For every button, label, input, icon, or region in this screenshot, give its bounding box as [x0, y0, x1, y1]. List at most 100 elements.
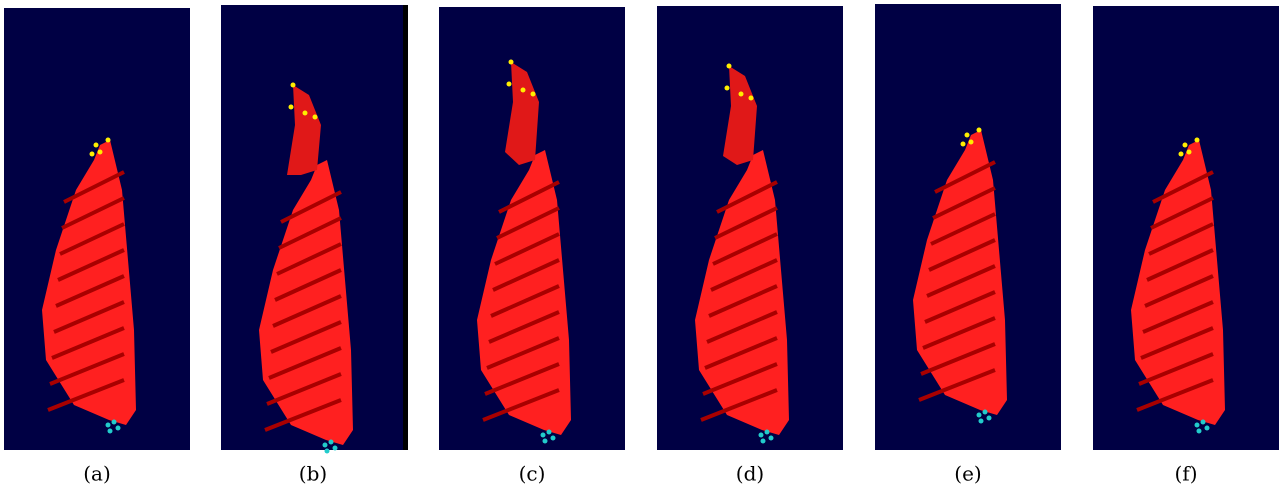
object-step	[934, 160, 996, 194]
object-step	[482, 388, 560, 422]
marker-cyan	[1204, 425, 1210, 431]
marker-cyan	[105, 422, 111, 428]
object-step	[932, 186, 996, 220]
object-step	[61, 196, 125, 230]
marker-yellow	[93, 142, 99, 148]
object-step	[57, 248, 125, 282]
object-step	[1148, 222, 1214, 256]
object-step	[1142, 300, 1214, 334]
marker-cyan	[768, 435, 774, 441]
marker-cyan	[982, 409, 988, 415]
marker-yellow	[1186, 149, 1192, 155]
caption: (b)	[299, 462, 327, 486]
object-step	[1138, 352, 1214, 386]
marker-cyan	[324, 448, 330, 454]
object-step	[708, 284, 778, 318]
marker-cyan	[115, 425, 121, 431]
object-step	[276, 242, 342, 276]
object-step	[59, 222, 125, 256]
object-step	[264, 398, 342, 432]
marker-cyan	[986, 415, 992, 421]
caption: (f)	[1174, 462, 1197, 486]
object-step	[1140, 326, 1214, 360]
marker-cyan	[107, 428, 113, 434]
marker-cyan	[550, 435, 556, 441]
marker-yellow	[97, 149, 103, 155]
marker-yellow	[726, 63, 732, 69]
object-step	[278, 216, 342, 250]
object-step	[918, 368, 996, 402]
marker-yellow	[964, 132, 970, 138]
object-step	[706, 310, 778, 344]
object-step	[928, 238, 996, 272]
object-step	[1146, 248, 1214, 282]
marker-cyan	[758, 432, 764, 438]
marker-cyan	[328, 439, 334, 445]
marker-yellow	[520, 87, 526, 93]
marker-yellow	[105, 137, 111, 143]
object-step	[496, 206, 560, 240]
object-step	[280, 190, 342, 224]
marker-yellow	[302, 110, 308, 116]
marker-cyan	[1200, 419, 1206, 425]
marker-yellow	[748, 95, 754, 101]
object-step	[712, 232, 778, 266]
marker-yellow	[968, 139, 974, 145]
marker-yellow	[1182, 142, 1188, 148]
marker-cyan	[332, 445, 338, 451]
object-neck	[505, 62, 539, 165]
object-step	[924, 290, 996, 324]
object-step	[49, 352, 125, 386]
object-step	[498, 180, 560, 214]
marker-cyan	[322, 442, 328, 448]
marker-yellow	[724, 85, 730, 91]
panel-edge	[403, 5, 408, 450]
object-step	[494, 232, 560, 266]
object-step	[930, 212, 996, 246]
marker-cyan	[111, 419, 117, 425]
marker-cyan	[1194, 422, 1200, 428]
object-step	[490, 284, 560, 318]
marker-cyan	[760, 438, 766, 444]
object-step	[274, 268, 342, 302]
object-step	[716, 180, 778, 214]
object-step	[486, 336, 560, 370]
object-step	[63, 170, 125, 204]
marker-yellow	[976, 127, 982, 133]
marker-yellow	[1194, 137, 1200, 143]
caption: (a)	[83, 462, 111, 486]
marker-yellow	[290, 82, 296, 88]
object-step	[55, 274, 125, 308]
caption: (c)	[519, 462, 546, 486]
object-step	[700, 388, 778, 422]
object-neck	[723, 66, 757, 165]
marker-cyan	[1196, 428, 1202, 434]
marker-cyan	[764, 429, 770, 435]
marker-cyan	[546, 429, 552, 435]
object-step	[268, 346, 342, 380]
object-step	[920, 342, 996, 376]
object-step	[492, 258, 560, 292]
caption: (d)	[736, 462, 764, 486]
object-step	[51, 326, 125, 360]
object-step	[1144, 274, 1214, 308]
marker-yellow	[508, 59, 514, 65]
object-step	[47, 378, 125, 412]
marker-yellow	[1178, 151, 1184, 157]
marker-yellow	[89, 151, 95, 157]
marker-cyan	[540, 432, 546, 438]
object-step	[266, 372, 342, 406]
marker-yellow	[288, 104, 294, 110]
object-step	[710, 258, 778, 292]
object-step	[1136, 378, 1214, 412]
object-step	[922, 316, 996, 350]
marker-yellow	[506, 81, 512, 87]
marker-cyan	[542, 438, 548, 444]
caption: (e)	[954, 462, 981, 486]
object-step	[53, 300, 125, 334]
marker-yellow	[738, 91, 744, 97]
object-step	[272, 294, 342, 328]
object-step	[270, 320, 342, 354]
marker-cyan	[978, 418, 984, 424]
